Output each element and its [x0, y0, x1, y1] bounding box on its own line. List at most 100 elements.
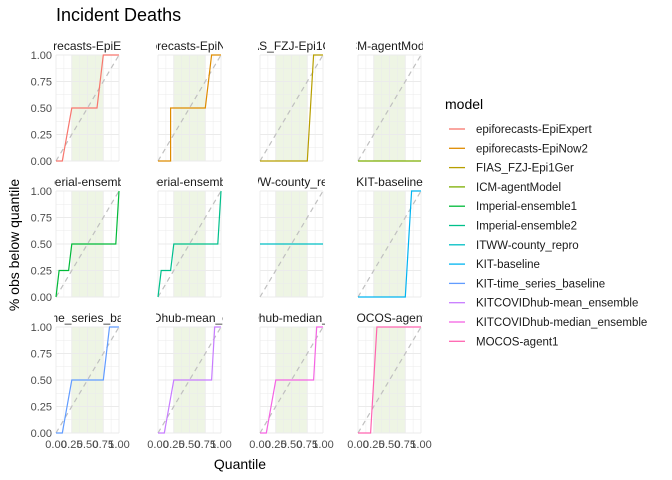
reference-diagonal [55, 190, 120, 298]
x-axis-title: Quantile [214, 456, 266, 472]
x-tick-label: 0.75 [195, 439, 216, 451]
x-tick-label: 1.00 [410, 439, 431, 451]
facet-grid: epiforecasts-EpiExpert0.000.250.500.751.… [20, 39, 434, 451]
legend-entry: KIT-baseline [449, 259, 540, 271]
reference-diagonal [357, 54, 422, 162]
reference-diagonal [259, 190, 324, 298]
facet-panel: Imperial-ensemble2 [137, 175, 243, 298]
facet-panel: KITCOVIDhub-mean_ensemble0.000.250.500.7… [105, 311, 275, 451]
x-tick-label: 0.75 [297, 439, 318, 451]
reference-diagonal [157, 326, 222, 434]
x-tick-label: 0.00 [147, 439, 168, 451]
y-tick-label: 0.75 [31, 349, 52, 361]
x-tick-label: 0.75 [93, 439, 114, 451]
legend-label: Imperial-ensemble2 [476, 221, 577, 233]
legend-entry: ICM-agentModel [449, 182, 561, 194]
y-tick-label: 0.50 [31, 103, 52, 115]
legend-entry: epiforecasts-EpiNow2 [449, 143, 588, 155]
reference-diagonal [357, 326, 422, 434]
x-tick-label: 1.00 [210, 439, 231, 451]
legend: model epiforecasts-EpiExpert epiforecasts… [445, 96, 647, 348]
facet-strip-label: KITCOVIDhub-mean_ensemble [105, 311, 275, 325]
y-tick-label: 0.25 [31, 266, 52, 278]
facet-strip-label: epiforecasts-EpiExpert [27, 39, 148, 53]
facet-panel: ITWW-county_repro [238, 175, 345, 298]
facet-strip-label: Imperial-ensemble2 [137, 175, 243, 189]
legend-label: MOCOS-agent1 [476, 336, 558, 348]
facet-strip-label: ICM-agentModel [345, 39, 434, 53]
legend-label: KITCOVIDhub-median_ensemble [476, 317, 647, 329]
facet-strip-label: epiforecasts-EpiNow2 [131, 39, 248, 53]
facet-strip-label: MOCOS-agent1 [346, 311, 432, 325]
y-tick-label: 0.75 [31, 213, 52, 225]
facet-panel: Imperial-ensemble1 0.00 0.25 0.50 0.75 1.00 [31, 175, 141, 304]
legend-entry: Imperial-ensemble1 [449, 201, 577, 213]
x-tick-label: 0.75 [395, 439, 416, 451]
reference-diagonal [259, 326, 324, 434]
legend-label: ICM-agentModel [476, 182, 561, 194]
series-line [55, 190, 120, 298]
x-tick-label: 0.50 [77, 439, 98, 451]
facet-strip-label: ITWW-county_repro [238, 175, 345, 189]
y-tick-label: 0.00 [31, 292, 52, 304]
y-tick-label: 1.00 [31, 322, 52, 334]
y-axis-title: % obs below quantile [6, 179, 22, 312]
x-tick-label: 0.00 [347, 439, 368, 451]
series-line [56, 54, 119, 162]
x-tick-label: 0.00 [249, 439, 270, 451]
legend-label: KIT-baseline [476, 259, 540, 271]
x-tick-label: 0.25 [61, 439, 82, 451]
x-tick-label: 0.50 [379, 439, 400, 451]
series-line [260, 326, 323, 434]
legend-label: epiforecasts-EpiExpert [476, 124, 592, 136]
series-line [158, 54, 221, 162]
legend-entry: KITCOVIDhub-median_ensemble [449, 317, 647, 329]
x-tick-label: 0.25 [363, 439, 384, 451]
reference-diagonal [157, 54, 222, 162]
facet-strip-label: Imperial-ensemble1 [35, 175, 141, 189]
x-tick-label: 0.50 [281, 439, 302, 451]
facet-panel: epiforecasts-EpiExpert 0.00 0.25 0.50 0.75 1.… [27, 39, 148, 168]
series-line [56, 326, 119, 434]
facet-panel: KITCOVIDhub-median_ensemble0.000.250.500… [249, 311, 333, 451]
facet-panel: MOCOS-agent1 0.000.250.500.751.00 [346, 311, 432, 451]
series-line [260, 54, 323, 162]
series-line [157, 190, 222, 298]
legend-entry: ITWW-county_repro [449, 240, 579, 252]
facet-panel: KIT-time_series_baseline0.000.250.500.75… [20, 311, 155, 451]
x-tick-label: 0.50 [179, 439, 200, 451]
legend-entry: FIAS_FZJ-Epi1Ger [449, 163, 574, 175]
facet-strip-label: FIAS_FZJ-Epi1Ger [240, 39, 342, 53]
reference-diagonal [157, 190, 222, 298]
legend-label: Imperial-ensemble1 [476, 201, 577, 213]
y-tick-label: 0.00 [31, 428, 52, 440]
series-line [358, 190, 421, 298]
legend-entry: KITCOVIDhub-mean_ensemble [449, 298, 638, 310]
x-tick-label: 0.25 [163, 439, 184, 451]
y-tick-label: 0.25 [31, 402, 52, 414]
y-tick-label: 0.75 [31, 77, 52, 89]
reference-diagonal [55, 54, 120, 162]
legend-label: KITCOVIDhub-mean_ensemble [476, 298, 638, 310]
chart-title: Incident Deaths [56, 5, 181, 25]
facet-panel: epiforecasts-EpiNow2 [131, 39, 248, 162]
y-tick-label: 1.00 [31, 186, 52, 198]
x-tick-label: 1.00 [312, 439, 333, 451]
facet-strip-label: KIT-time_series_baseline [20, 311, 155, 325]
y-tick-label: 1.00 [31, 50, 52, 62]
y-tick-label: 0.00 [31, 156, 52, 168]
legend-entry: KIT-time_series_baseline [449, 278, 605, 290]
y-tick-label: 0.50 [31, 375, 52, 387]
y-tick-label: 0.50 [31, 239, 52, 251]
facet-panel: KIT-baseline [356, 175, 423, 298]
legend-label: ITWW-county_repro [476, 240, 579, 252]
x-tick-label: 0.25 [265, 439, 286, 451]
legend-entry: MOCOS-agent1 [449, 336, 558, 348]
y-tick-label: 0.25 [31, 130, 52, 142]
legend-title: model [445, 96, 483, 112]
x-tick-label: 1.00 [108, 439, 129, 451]
x-tick-label: 0.00 [45, 439, 66, 451]
legend-entry: epiforecasts-EpiExpert [449, 124, 592, 136]
legend-label: FIAS_FZJ-Epi1Ger [476, 163, 574, 175]
